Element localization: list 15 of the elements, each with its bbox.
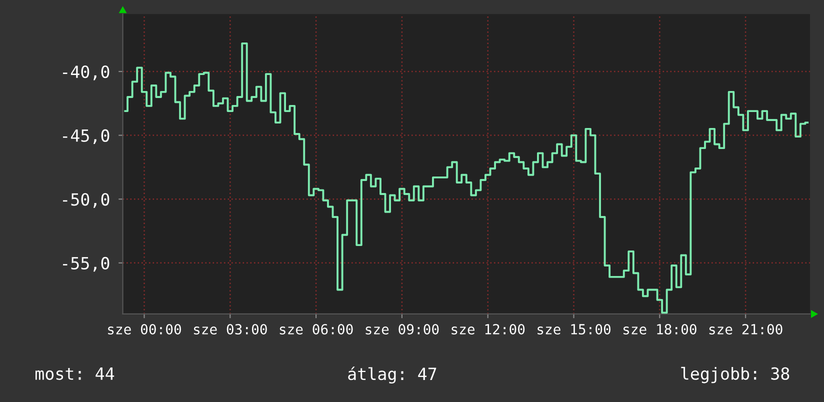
x-tick-label: sze 18:00	[623, 324, 696, 335]
y-tick-label: -50,0	[63, 193, 110, 208]
text: átlag: 47	[348, 366, 436, 384]
x-tick-label: sze 21:00	[709, 324, 782, 335]
text: legjobb: 38	[681, 366, 790, 384]
x-tick-label: sze 15:00	[538, 324, 610, 335]
x-tick-label: sze 12:00	[452, 324, 525, 335]
y-tick-label: -40,0	[63, 66, 110, 80]
y-tick-label: -55,0	[63, 256, 110, 272]
x-tick-label: sze 00:00	[108, 324, 181, 335]
x-tick-label: sze 09:00	[366, 324, 439, 335]
y-tick-label: -45,0	[63, 129, 110, 144]
text: most: 44	[35, 368, 114, 380]
x-tick-label: sze 06:00	[280, 324, 353, 335]
x-tick-label: sze 03:00	[194, 324, 267, 335]
